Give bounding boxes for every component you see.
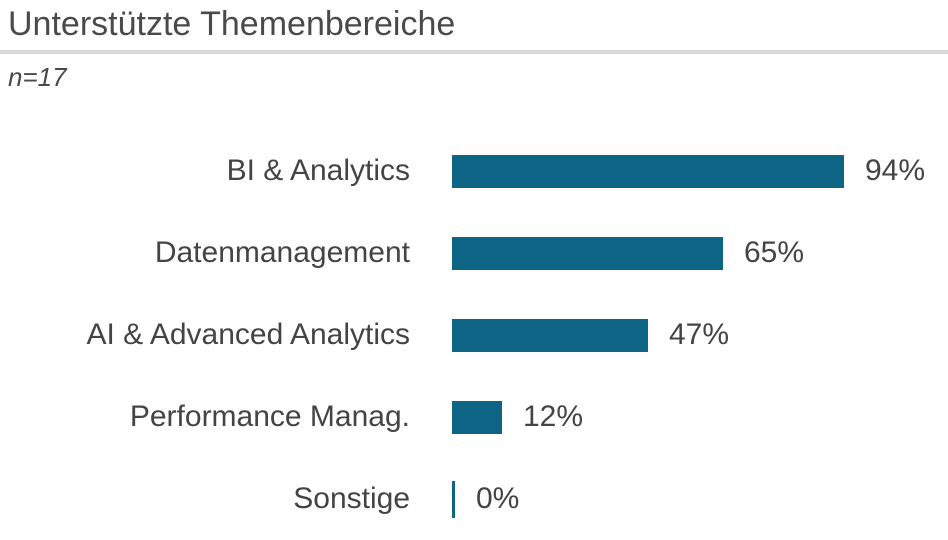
category-label: Sonstige [293,482,410,515]
value-label: 47% [669,318,730,351]
bar-area: 65% [452,236,804,270]
bar-area: 12% [452,400,583,434]
category-label: Performance Manag. [129,400,410,433]
bar [452,400,502,434]
title-divider [0,50,948,54]
category-label: Datenmanagement [154,236,410,269]
value-label: 94% [865,154,926,187]
bar [452,236,723,270]
chart-title: Unterstützte Themenbereiche [8,5,456,43]
category-label: AI & Advanced Analytics [86,318,410,351]
chart-page: Unterstützte Themenbereiche n=17 BI & An… [0,5,948,518]
bar-area: 0% [452,480,520,518]
bar [452,154,844,188]
chart-row: AI & Advanced Analytics 47% [0,294,948,376]
value-label: 12% [523,400,584,433]
category-label: BI & Analytics [226,154,410,187]
bar [452,318,648,352]
chart-row: Datenmanagement 65% [0,212,948,294]
bar-chart: BI & Analytics 94% Datenmanagement 65% AI & … [0,130,948,540]
value-label: 65% [744,236,805,269]
sample-size-label: n=17 [8,62,67,92]
bar [452,480,455,518]
chart-row: Sonstige 0% [0,458,948,540]
bar-area: 47% [452,318,729,352]
value-label: 0% [476,482,520,515]
bar-area: 94% [452,154,925,188]
chart-row: Performance Manag. 12% [0,376,948,458]
chart-row: BI & Analytics 94% [0,130,948,212]
